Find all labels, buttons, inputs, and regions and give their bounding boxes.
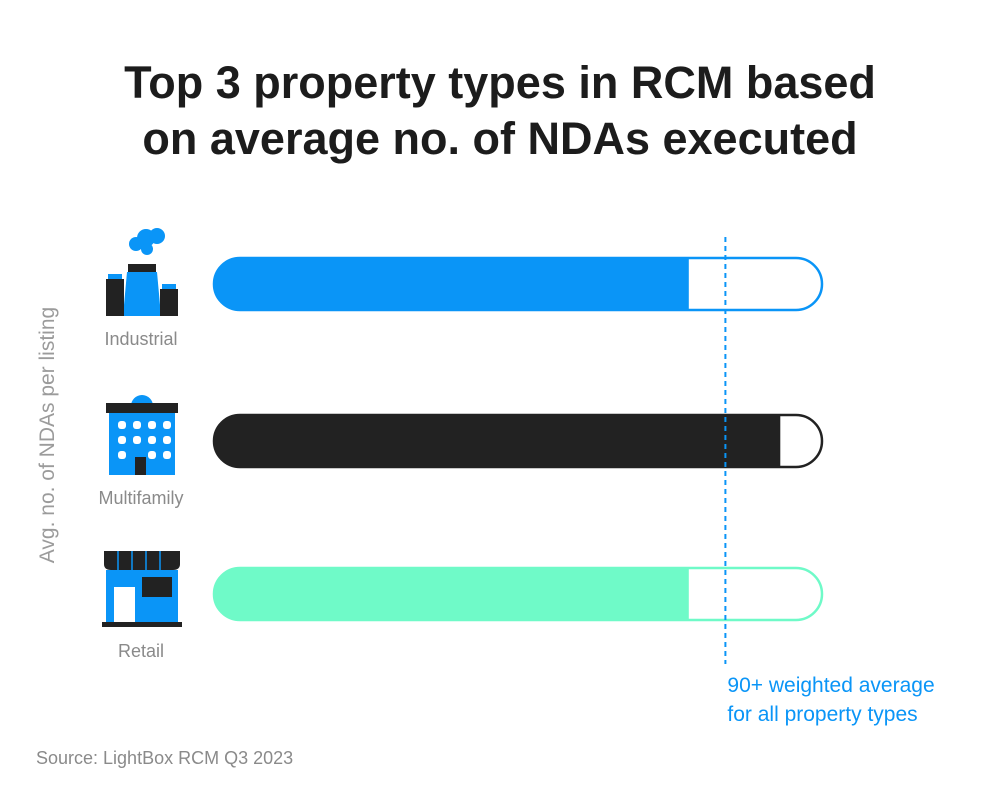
- chart-title: Top 3 property types in RCM based on ave…: [0, 55, 1000, 167]
- reference-label-line-2: for all property types: [727, 703, 917, 726]
- title-line-1: Top 3 property types in RCM based: [124, 57, 876, 108]
- factory-icon: [106, 228, 178, 316]
- apartment-building-icon: [106, 395, 178, 475]
- reference-label-line-1: 90+ weighted average: [727, 674, 934, 697]
- bar-retail: [213, 567, 689, 621]
- category-label-multifamily: Multifamily: [98, 488, 183, 508]
- category-label-retail: Retail: [118, 641, 164, 661]
- source-note: Source: LightBox RCM Q3 2023: [36, 748, 294, 768]
- bar-industrial: [213, 257, 689, 311]
- category-label-industrial: Industrial: [104, 329, 177, 349]
- title-line-2: on average no. of NDAs executed: [142, 113, 858, 164]
- storefront-icon: [102, 551, 182, 627]
- bar-multifamily: [213, 414, 781, 468]
